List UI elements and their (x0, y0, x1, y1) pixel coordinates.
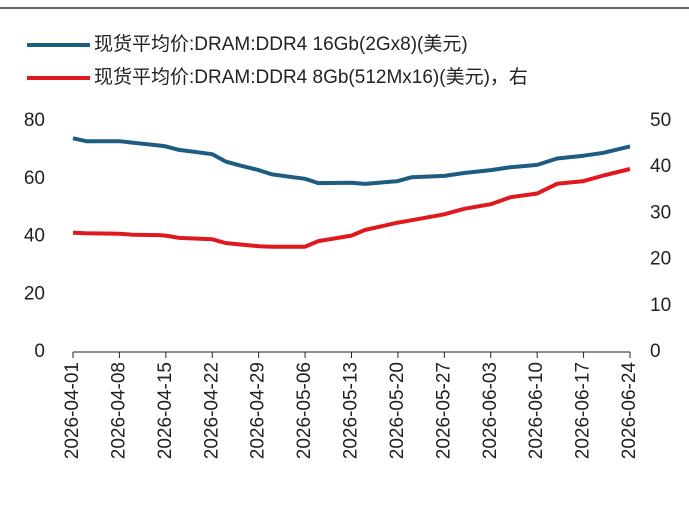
y2-tick-label: 20 (650, 249, 671, 270)
x-tick-label: 2026-04-08 (108, 362, 129, 459)
y-tick-label: 60 (24, 168, 45, 189)
x-tick-label: 2026-04-01 (62, 362, 83, 459)
x-tick-label: 2026-06-03 (480, 362, 501, 459)
x-tick-label: 2026-06-10 (526, 362, 547, 459)
legend-label: 现货平均价:DRAM:DDR4 8Gb(512Mx16)(美元)，右 (94, 66, 528, 88)
x-tick-label: 2026-04-29 (248, 362, 269, 459)
legend-label: 现货平均价:DRAM:DDR4 16Gb(2Gx8)(美元) (94, 33, 468, 55)
y-tick-label: 40 (24, 226, 45, 247)
x-tick-label: 2026-05-13 (341, 362, 362, 459)
x-tick-label: 2026-06-17 (573, 362, 594, 459)
series-line (72, 136, 631, 186)
y2-tick-label: 30 (650, 202, 671, 223)
y2-tick-label: 0 (650, 341, 661, 362)
y-tick-label: 0 (34, 341, 45, 362)
x-tick-label: 2026-06-24 (619, 362, 640, 460)
y2-tick-label: 40 (650, 156, 671, 177)
x-tick-label: 2026-05-06 (294, 362, 315, 459)
y-tick-label: 20 (24, 283, 45, 304)
x-tick-label: 2026-04-15 (155, 362, 176, 459)
x-tick-label: 2026-05-27 (433, 362, 454, 459)
series-line (72, 167, 631, 249)
y2-tick-label: 50 (650, 110, 671, 131)
y2-tick-label: 10 (650, 295, 671, 316)
x-tick-label: 2026-05-20 (387, 362, 408, 459)
x-tick-label: 2026-04-22 (201, 362, 222, 459)
y-tick-label: 80 (24, 110, 45, 131)
